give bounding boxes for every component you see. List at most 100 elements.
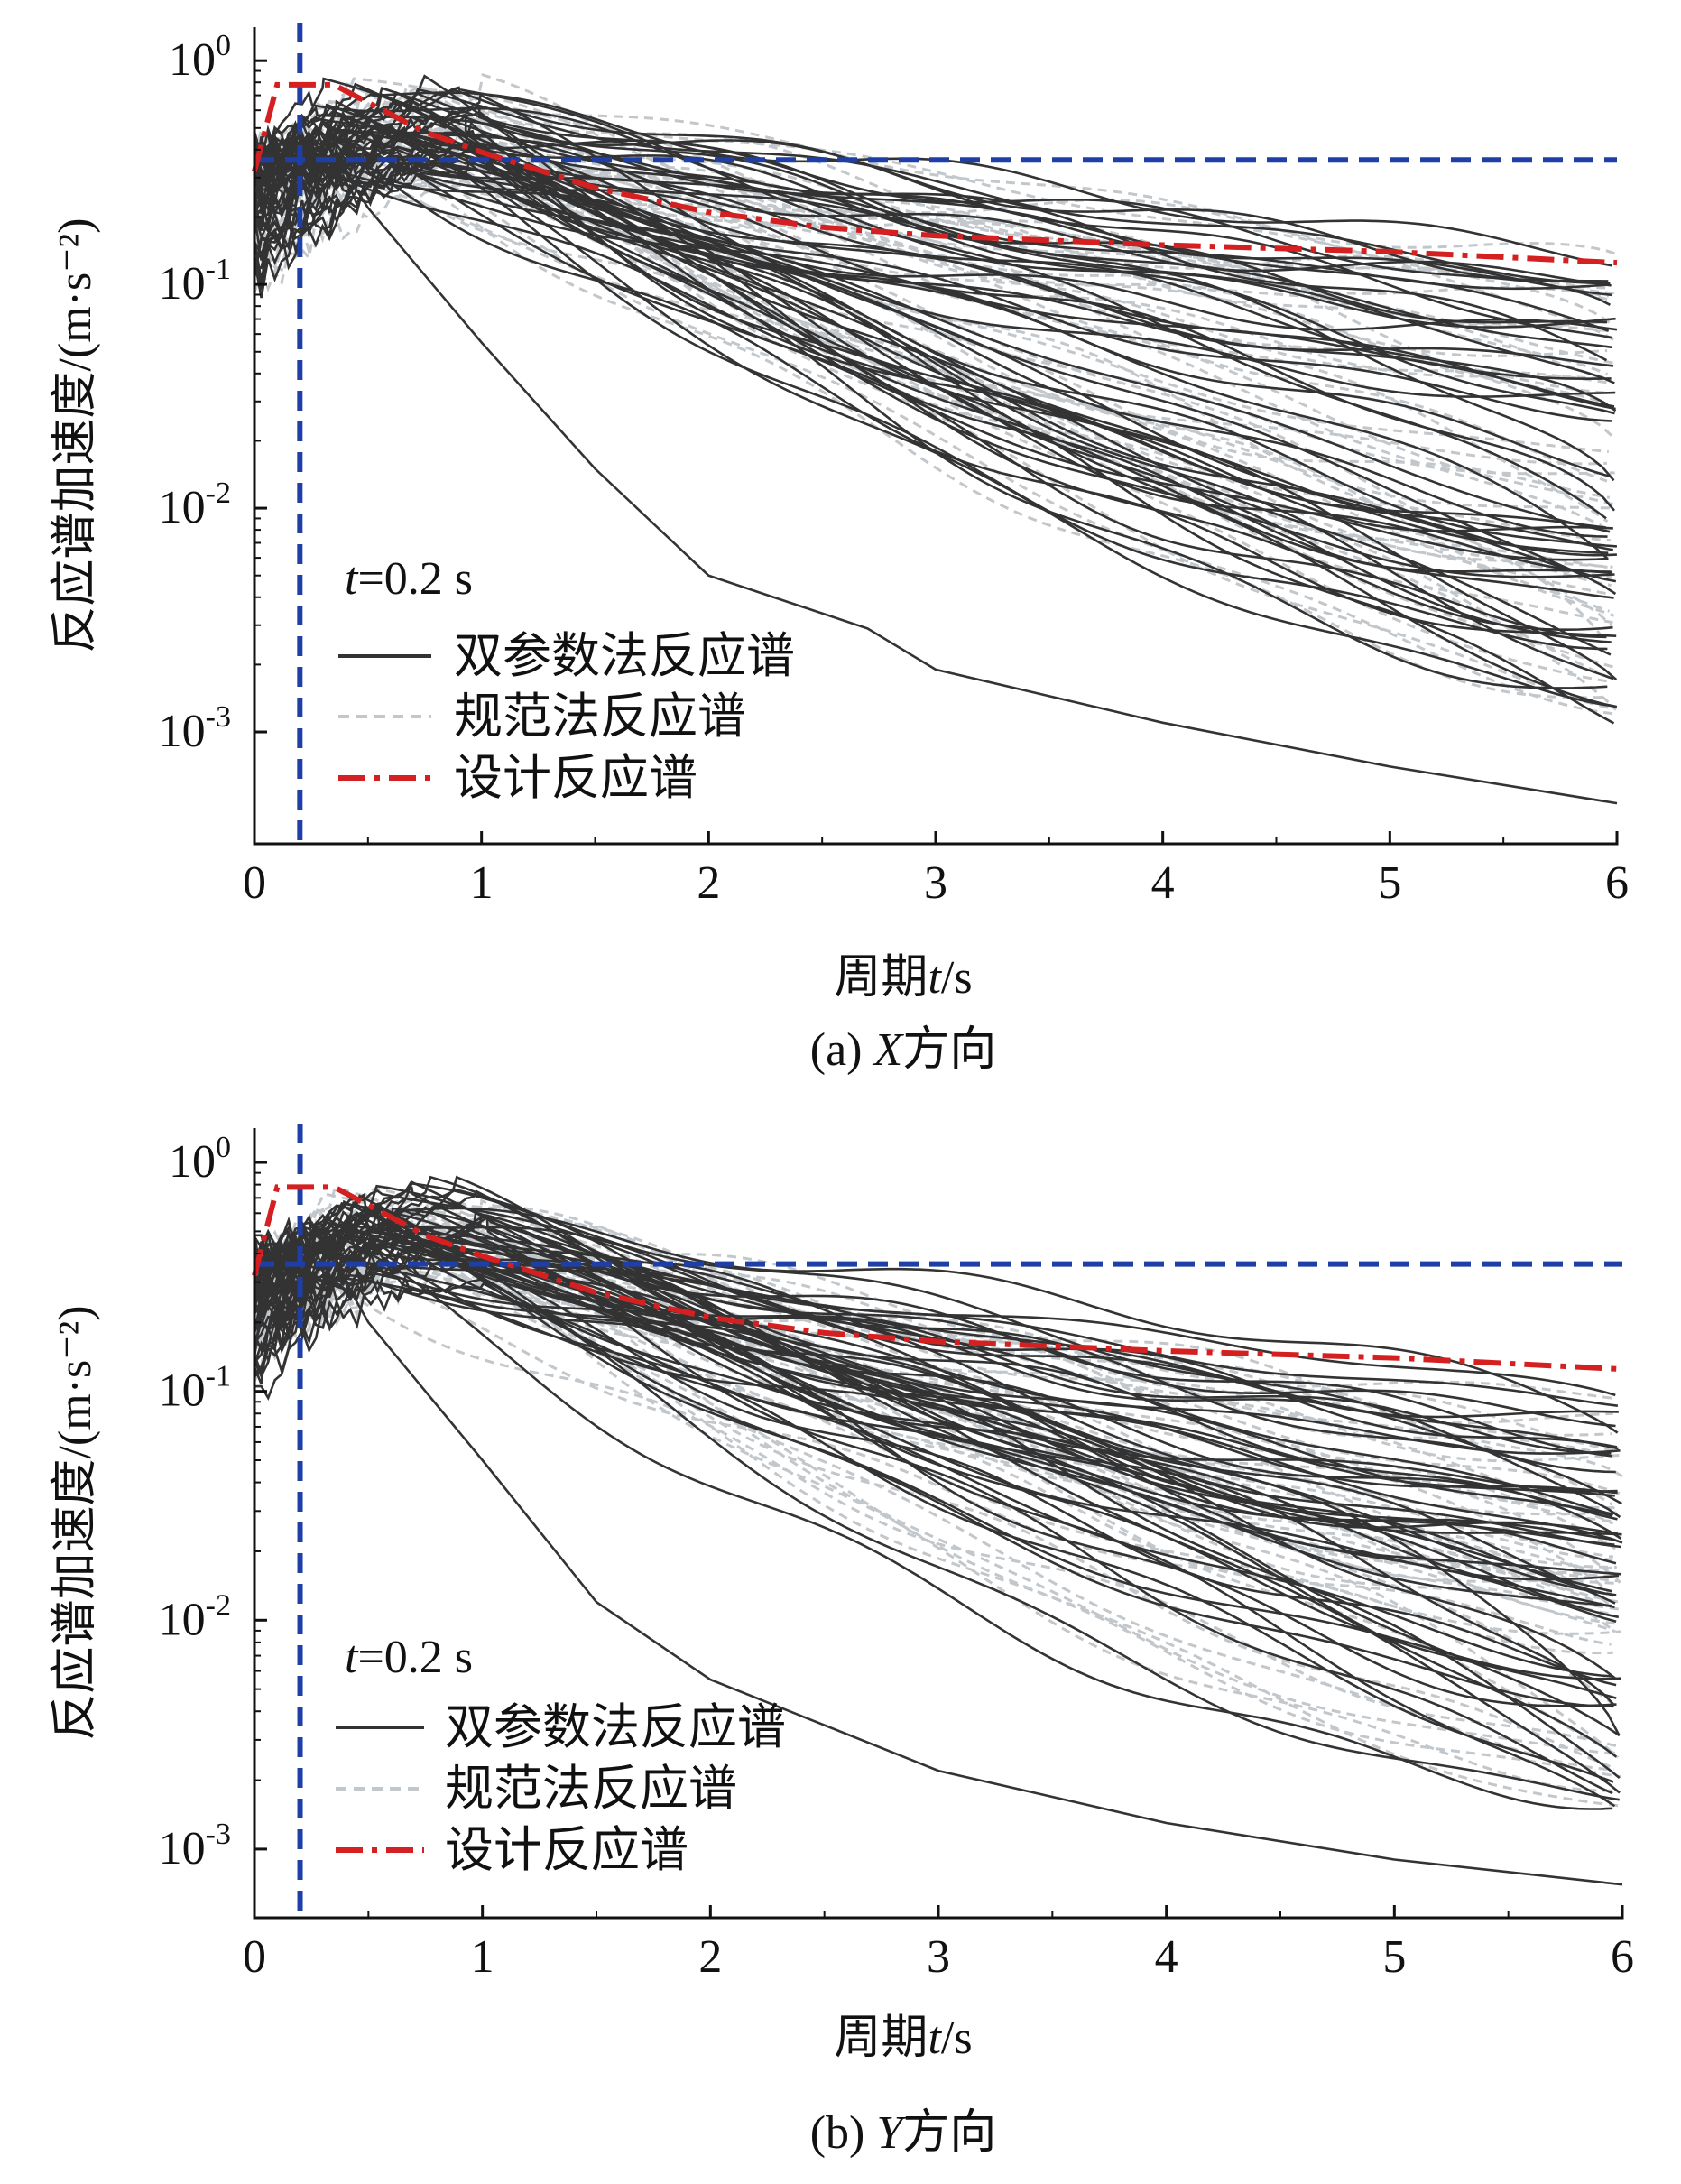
two-parameter-lowest-curve	[309, 117, 1618, 805]
y-tick-label: 100	[169, 1131, 231, 1188]
y-tick-base: 10	[159, 706, 206, 757]
x-tick-label: 0	[243, 857, 266, 909]
x-tick-label: 0	[243, 1931, 266, 1983]
two-parameter-curve	[253, 1207, 1622, 1505]
y-tick-base: 10	[169, 1136, 216, 1188]
y-tick-exponent: -2	[206, 1588, 231, 1622]
two-parameter-curve	[253, 147, 1612, 381]
two-parameter-curve	[254, 86, 1607, 520]
period-annotation: t=0.2 s	[345, 553, 473, 605]
code-curve	[253, 99, 1609, 699]
y-tick-label: 10-3	[159, 1818, 231, 1874]
design-spectrum-line	[252, 1184, 1623, 1373]
code-curve	[254, 95, 1612, 324]
x-tick-label: 2	[698, 1931, 722, 1983]
legend: 双参数法反应谱 规范法反应谱 设计反应谱	[338, 629, 795, 805]
two-parameter-curve	[254, 144, 1615, 578]
x-axis-title-var: t	[928, 952, 942, 1004]
period-annotation-value: =0.2 s	[357, 553, 473, 605]
code-curve	[253, 132, 1616, 365]
code-curve	[253, 99, 1613, 627]
code-curve	[253, 109, 1609, 453]
legend: 双参数法反应谱 规范法反应谱 设计反应谱	[336, 1700, 786, 1877]
two-parameter-curve	[253, 1229, 1613, 1795]
legend-label-code: 规范法反应谱	[454, 689, 746, 744]
two-parameter-curve	[254, 1214, 1621, 1549]
x-tick-label: 1	[470, 857, 494, 909]
two-parameter-curve	[253, 1233, 1622, 1540]
x-tick-label: 3	[924, 857, 947, 909]
x-tick-label: 6	[1605, 857, 1629, 909]
y-tick-label: 100	[169, 29, 231, 86]
y-tick-exponent: -3	[206, 1818, 231, 1851]
code-curve	[253, 84, 1612, 578]
y-tick-label: 10-2	[159, 477, 231, 533]
code-curve	[253, 1265, 1613, 1655]
x-tick-label: 5	[1378, 857, 1401, 909]
two-parameter-curve	[253, 1206, 1616, 1680]
y-tick-exponent: -1	[206, 253, 231, 286]
x-tick-label: 3	[927, 1931, 950, 1983]
period-annotation: t=0.2 s	[345, 1632, 473, 1683]
two-parameter-curve	[253, 146, 1617, 637]
two-parameter-curve	[253, 1186, 1621, 1576]
two-parameter-curve	[253, 1175, 1621, 1780]
y-tick-exponent: 0	[216, 1131, 231, 1164]
x-tick-label: 5	[1382, 1931, 1406, 1983]
x-tick-label: 6	[1611, 1931, 1634, 1983]
two-parameter-curve	[254, 1216, 1614, 1783]
panel-caption-prefix: (b)	[810, 2107, 877, 2159]
x-axis-title-unit: /s	[941, 2013, 973, 2064]
y-tick-base: 10	[159, 1365, 206, 1417]
code-curve	[253, 170, 1607, 466]
y-axis-title: 反应谱加速度/(m·s⁻²)	[50, 217, 101, 652]
code-curve	[253, 1246, 1615, 1770]
panel-caption-suffix: 方向	[902, 1024, 996, 1076]
two-parameter-curve	[253, 91, 1612, 267]
y-axis-title: 反应谱加速度/(m·s⁻²)	[50, 1305, 101, 1740]
two-parameter-lowest-curve	[310, 1221, 1623, 1886]
panel-caption-suffix: 方向	[902, 2107, 996, 2159]
two-parameter-curve	[253, 109, 1618, 681]
y-tick-exponent: -2	[206, 477, 231, 510]
period-annotation-var: t	[345, 1632, 359, 1683]
two-parameter-curve	[253, 1267, 1612, 1678]
x-axis-title: 周期t/s	[834, 952, 972, 1004]
two-parameter-curve	[253, 139, 1608, 651]
x-ticks: 0 1 2 3 4 5 6	[243, 831, 1629, 909]
code-curve	[253, 1198, 1614, 1706]
x-ticks: 0 1 2 3 4 5 6	[243, 1905, 1634, 1983]
code-curve	[253, 1208, 1621, 1635]
code-curve	[253, 1263, 1618, 1401]
two-parameter-curve	[253, 1261, 1615, 1609]
code-curve	[253, 1218, 1618, 1586]
two-parameter-curve	[253, 1269, 1616, 1497]
code-curve	[253, 86, 1613, 437]
code-curve	[253, 97, 1609, 709]
y-tick-label: 10-2	[159, 1588, 231, 1645]
legend-label-two-parameter: 双参数法反应谱	[445, 1700, 786, 1754]
y-tick-base: 10	[169, 34, 216, 86]
legend-label-two-parameter: 双参数法反应谱	[454, 629, 795, 683]
period-annotation-value: =0.2 s	[357, 1632, 473, 1683]
code-curve	[253, 1269, 1620, 1583]
two-parameter-curve	[253, 1225, 1617, 1687]
panel-caption-prefix: (a)	[810, 1024, 874, 1076]
two-parameter-curve	[254, 116, 1612, 422]
x-tick-label: 4	[1151, 857, 1175, 909]
y-tick-exponent: -3	[206, 700, 231, 734]
panel-caption: (a) X方向	[810, 1024, 997, 1076]
x-axis-title-var: t	[928, 2013, 942, 2064]
code-curve	[253, 1230, 1615, 1772]
x-axis-title-unit: /s	[941, 952, 973, 1004]
code-curve	[253, 1261, 1621, 1779]
two-parameter-curve	[254, 1214, 1617, 1707]
two-parameter-curve	[253, 115, 1608, 689]
y-tick-base: 10	[159, 258, 206, 310]
period-annotation-var: t	[345, 553, 359, 605]
y-tick-label: 10-1	[159, 1360, 231, 1417]
two-parameter-curve	[253, 87, 1609, 282]
